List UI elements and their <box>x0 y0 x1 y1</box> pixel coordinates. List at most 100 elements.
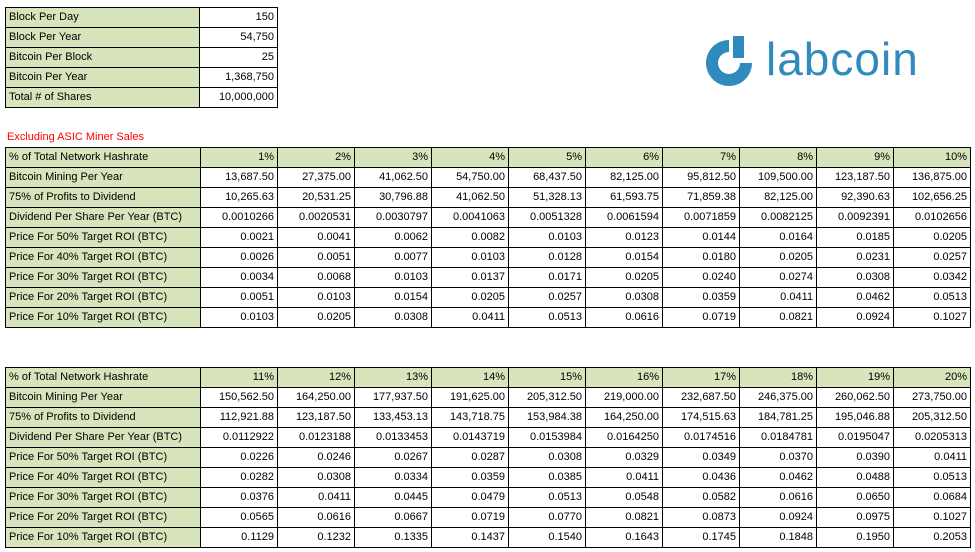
row-label: Bitcoin Mining Per Year <box>5 167 201 188</box>
table-cell: 102,656.25 <box>893 187 971 208</box>
table-cell: 0.0267 <box>354 447 432 468</box>
table-cell: 164,250.00 <box>585 407 663 428</box>
table-cell: 0.0092391 <box>816 207 894 228</box>
table-row: Price For 10% Target ROI (BTC) 0.0103 0.02… <box>5 307 971 328</box>
table-row: Dividend Per Share Per Year (BTC) 0.00102… <box>5 207 971 228</box>
summary-label: Bitcoin Per Year <box>5 67 200 88</box>
table-row: 75% of Profits to Dividend 112,921.88 123,… <box>5 407 971 428</box>
table-cell: 0.0137 <box>431 267 509 288</box>
table-cell: 0.0226 <box>200 447 278 468</box>
table-cell: 0.0030797 <box>354 207 432 228</box>
table-cell: 150,562.50 <box>200 387 278 408</box>
table-cell: 0.0462 <box>739 467 817 488</box>
row-label: 75% of Profits to Dividend <box>5 407 201 428</box>
table-cell: 27,375.00 <box>277 167 355 188</box>
table-cell: 0.0123188 <box>277 427 355 448</box>
row-label: Price For 20% Target ROI (BTC) <box>5 507 201 528</box>
table-cell: 0.0180 <box>662 247 740 268</box>
table-cell: 0.0103 <box>431 247 509 268</box>
table-row: Price For 20% Target ROI (BTC) 0.0051 0.01… <box>5 287 971 308</box>
summary-row: Block Per Year 54,750 <box>5 27 278 48</box>
table-cell: 0.0143719 <box>431 427 509 448</box>
table-cell: 0.0123 <box>585 227 663 248</box>
table-cell: 0.0051 <box>277 247 355 268</box>
table-cell: 0.0479 <box>431 487 509 508</box>
table-cell: 0.0349 <box>662 447 740 468</box>
table-cell: 0.0068 <box>277 267 355 288</box>
table-cell: 0.0184781 <box>739 427 817 448</box>
table-row: Bitcoin Mining Per Year 13,687.50 27,375.0… <box>5 167 971 188</box>
table-cell: 0.0010266 <box>200 207 278 228</box>
table-cell: 136,875.00 <box>893 167 971 188</box>
table-cell: 0.0041 <box>277 227 355 248</box>
table-cell: 30,796.88 <box>354 187 432 208</box>
table-cell: 0.0359 <box>662 287 740 308</box>
summary-table: Block Per Day 150 Block Per Year 54,750 Bitc… <box>5 7 278 108</box>
table-cell: 0.0873 <box>662 507 740 528</box>
table-cell: 51,328.13 <box>508 187 586 208</box>
table-cell: 0.0205313 <box>893 427 971 448</box>
table-cell: 41,062.50 <box>354 167 432 188</box>
table-cell: 0.0719 <box>662 307 740 328</box>
table-cell: 195,046.88 <box>816 407 894 428</box>
table-cell: 0.0062 <box>354 227 432 248</box>
table-cell: 61,593.75 <box>585 187 663 208</box>
table-cell: 0.0205 <box>277 307 355 328</box>
header-cell: 19% <box>816 367 894 388</box>
table-cell: 0.0616 <box>585 307 663 328</box>
table-cell: 164,250.00 <box>277 387 355 408</box>
table-cell: 0.1437 <box>431 527 509 548</box>
header-label: % of Total Network Hashrate <box>5 147 201 168</box>
table-cell: 0.0342 <box>893 267 971 288</box>
summary-row: Bitcoin Per Year 1,368,750 <box>5 67 278 88</box>
excluding-asic-note: Excluding ASIC Miner Sales <box>7 131 144 143</box>
header-cell: 13% <box>354 367 432 388</box>
table-cell: 0.0082125 <box>739 207 817 228</box>
summary-label: Block Per Year <box>5 27 200 48</box>
table-cell: 0.0411 <box>277 487 355 508</box>
table-cell: 0.0287 <box>431 447 509 468</box>
table-cell: 260,062.50 <box>816 387 894 408</box>
header-cell: 14% <box>431 367 509 388</box>
table-cell: 0.0513 <box>508 307 586 328</box>
row-label: Price For 50% Target ROI (BTC) <box>5 447 201 468</box>
table-cell: 0.0821 <box>585 507 663 528</box>
table-cell: 0.0334 <box>354 467 432 488</box>
row-label: Price For 10% Target ROI (BTC) <box>5 307 201 328</box>
table-cell: 20,531.25 <box>277 187 355 208</box>
table-cell: 0.0171 <box>508 267 586 288</box>
summary-value: 10,000,000 <box>199 87 278 108</box>
table-cell: 0.0924 <box>739 507 817 528</box>
summary-label: Block Per Day <box>5 7 200 28</box>
table-cell: 0.0205 <box>739 247 817 268</box>
labcoin-logo-icon <box>706 36 752 86</box>
table-row: Price For 30% Target ROI (BTC) 0.0376 0.04… <box>5 487 971 508</box>
header-cell: 2% <box>277 147 355 168</box>
table-row: Price For 50% Target ROI (BTC) 0.0226 0.02… <box>5 447 971 468</box>
table-cell: 0.0370 <box>739 447 817 468</box>
table-cell: 0.0071859 <box>662 207 740 228</box>
header-label: % of Total Network Hashrate <box>5 367 201 388</box>
table-cell: 0.0445 <box>354 487 432 508</box>
table-row: Price For 40% Target ROI (BTC) 0.0282 0.03… <box>5 467 971 488</box>
table-cell: 0.0257 <box>893 247 971 268</box>
header-cell: 20% <box>893 367 971 388</box>
header-cell: 10% <box>893 147 971 168</box>
table-cell: 177,937.50 <box>354 387 432 408</box>
header-cell: 12% <box>277 367 355 388</box>
header-cell: 11% <box>200 367 278 388</box>
header-cell: 3% <box>354 147 432 168</box>
row-label: Dividend Per Share Per Year (BTC) <box>5 427 201 448</box>
table-cell: 0.0308 <box>354 307 432 328</box>
table-cell: 0.0240 <box>662 267 740 288</box>
table-cell: 0.0041063 <box>431 207 509 228</box>
table-cell: 0.0411 <box>893 447 971 468</box>
row-label: Price For 40% Target ROI (BTC) <box>5 467 201 488</box>
table-cell: 0.0719 <box>431 507 509 528</box>
table-cell: 0.1232 <box>277 527 355 548</box>
table-cell: 0.0174516 <box>662 427 740 448</box>
row-label: Price For 10% Target ROI (BTC) <box>5 527 201 548</box>
summary-value: 25 <box>199 47 278 68</box>
table-cell: 0.0924 <box>816 307 894 328</box>
table-cell: 71,859.38 <box>662 187 740 208</box>
